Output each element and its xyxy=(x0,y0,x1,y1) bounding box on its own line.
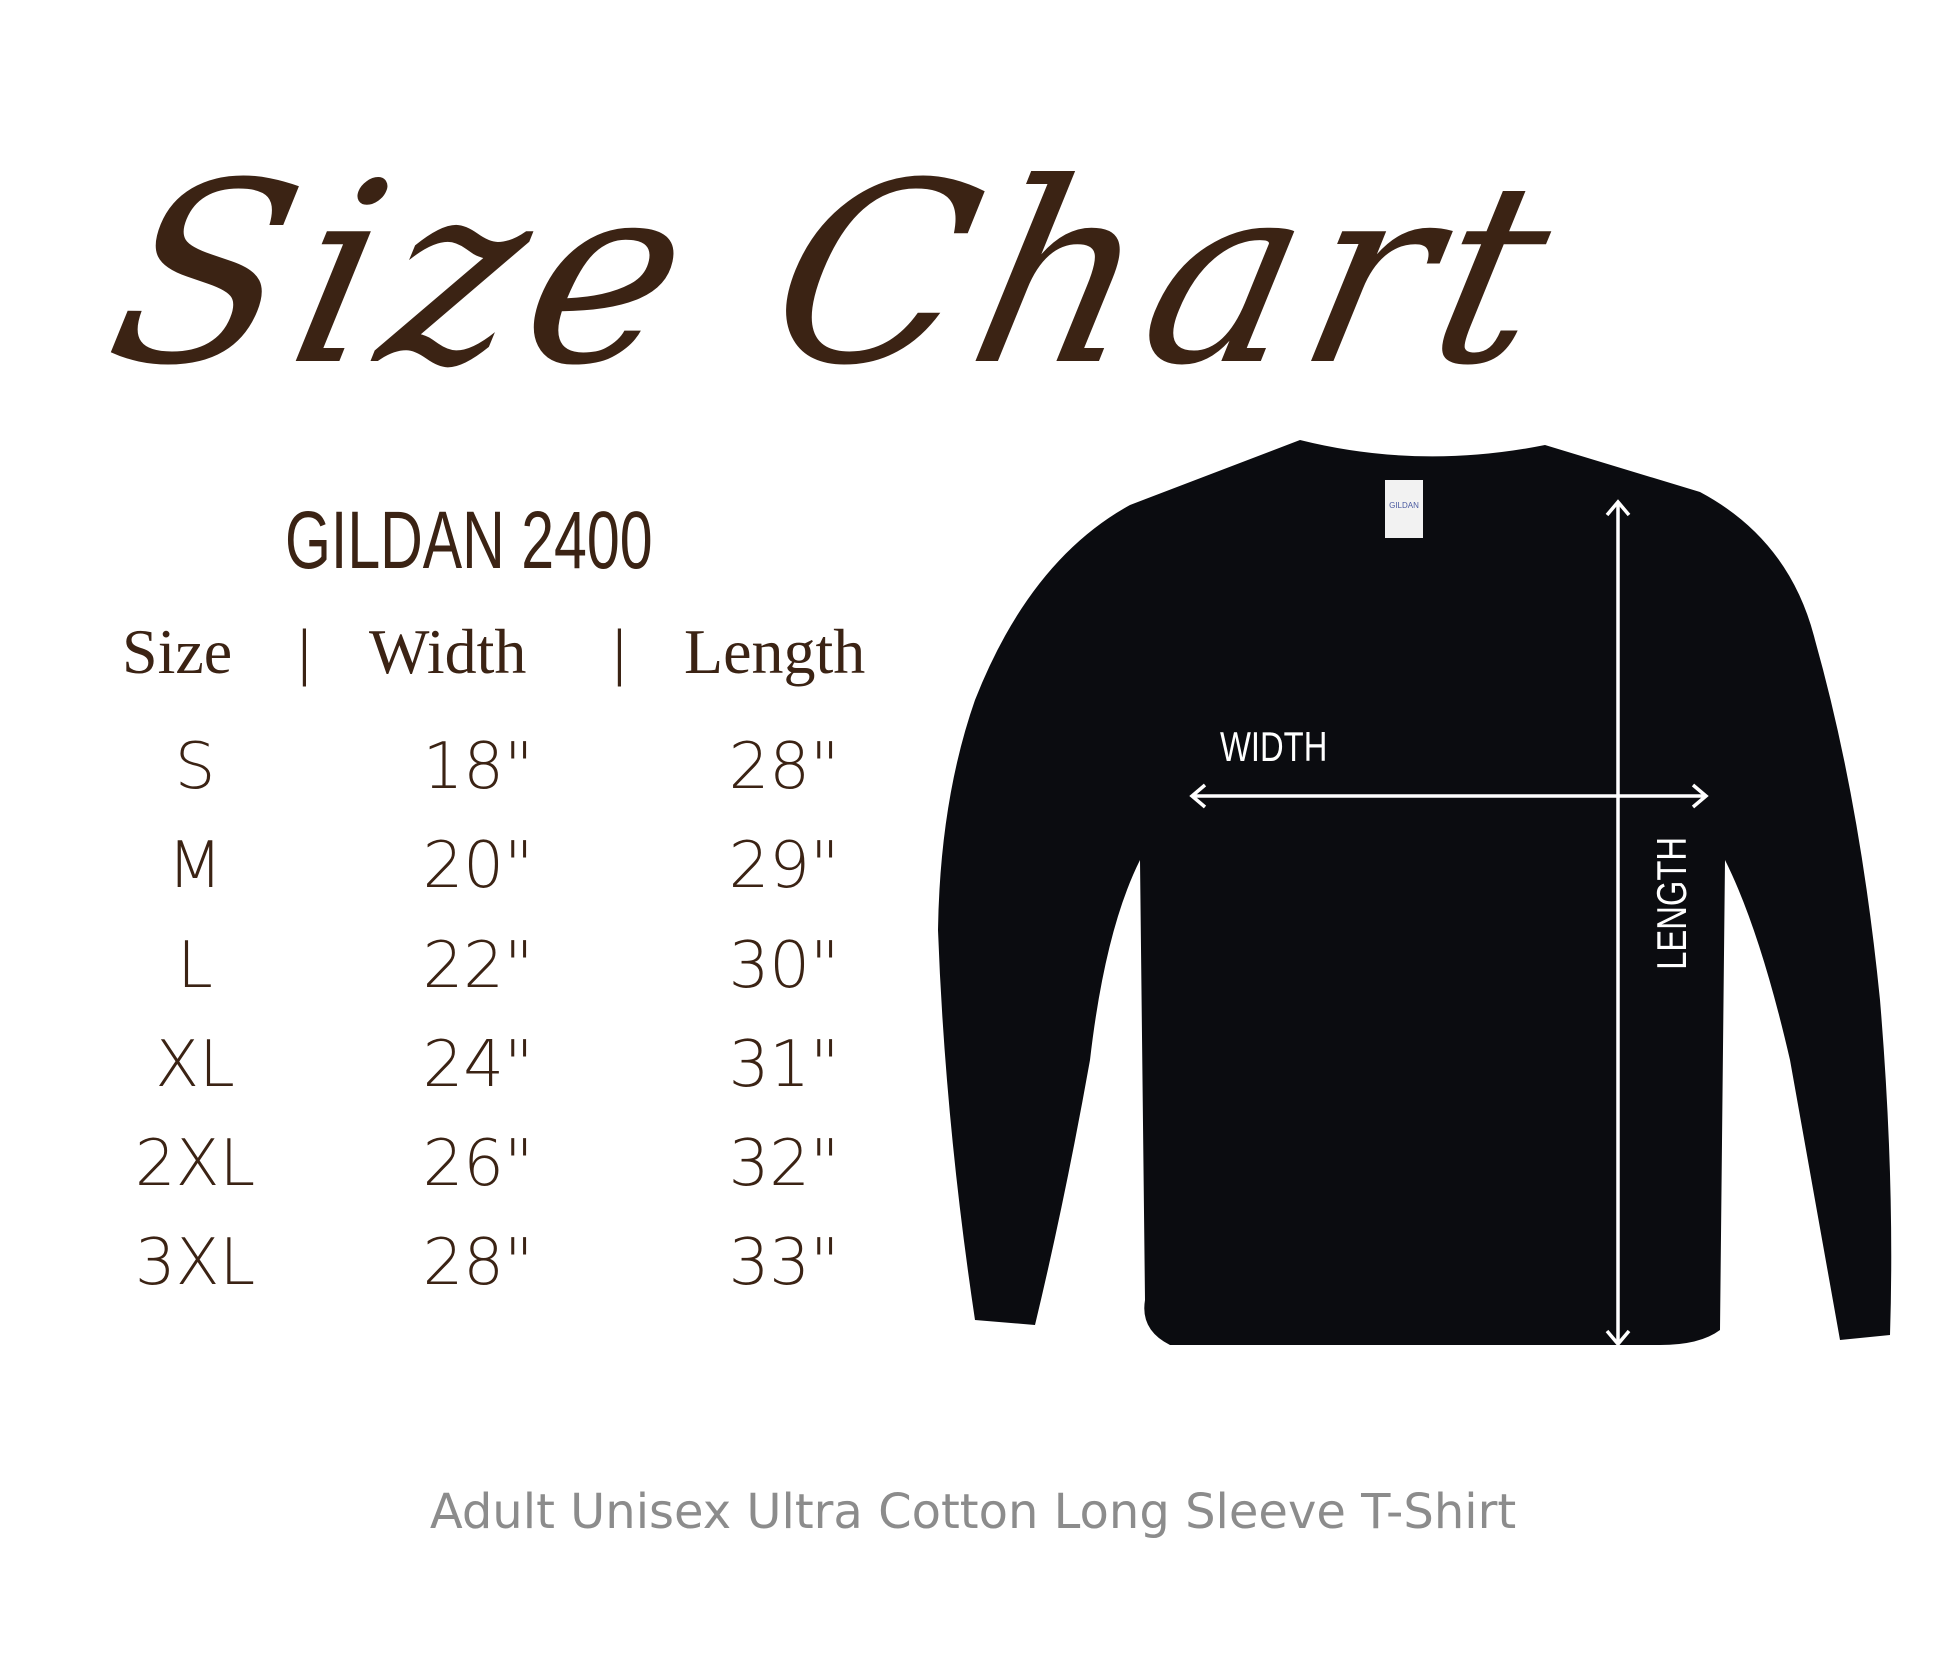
cell-length: 32" xyxy=(728,1127,840,1201)
cell-size: M xyxy=(167,829,223,903)
shirt-body xyxy=(938,440,1892,1345)
header-width: Width xyxy=(369,616,527,687)
header-size: Size xyxy=(122,616,233,687)
product-description: Adult Unisex Ultra Cotton Long Sleeve T-… xyxy=(429,1484,1517,1540)
header-length: Length xyxy=(684,616,866,687)
header-separator: | xyxy=(613,616,626,687)
cell-length: 30" xyxy=(728,929,840,1003)
length-arrow xyxy=(1605,499,1631,1347)
cell-length: 31" xyxy=(728,1028,840,1102)
cell-size: 2XL xyxy=(134,1127,256,1201)
cell-width: 18" xyxy=(422,730,534,804)
cell-size: L xyxy=(177,929,213,1003)
cell-width: 26" xyxy=(422,1127,534,1201)
length-label: LENGTH xyxy=(1648,836,1695,970)
cell-length: 29" xyxy=(728,829,840,903)
cell-length: 28" xyxy=(728,730,840,804)
cell-size: S xyxy=(174,730,216,804)
width-label: WIDTH xyxy=(1220,723,1328,770)
neck-tag-text: GILDAN xyxy=(1389,501,1419,510)
width-arrow xyxy=(1189,783,1709,809)
cell-size: XL xyxy=(155,1028,235,1102)
cell-length: 33" xyxy=(728,1226,840,1300)
cell-width: 24" xyxy=(422,1028,534,1102)
cell-width: 22" xyxy=(422,929,534,1003)
cell-width: 20" xyxy=(422,829,534,903)
model-name: GILDAN 2400 xyxy=(285,495,653,586)
neck-tag xyxy=(1385,480,1423,538)
cell-size: 3XL xyxy=(134,1226,256,1300)
cell-width: 28" xyxy=(422,1226,534,1300)
header-separator: | xyxy=(298,616,311,687)
